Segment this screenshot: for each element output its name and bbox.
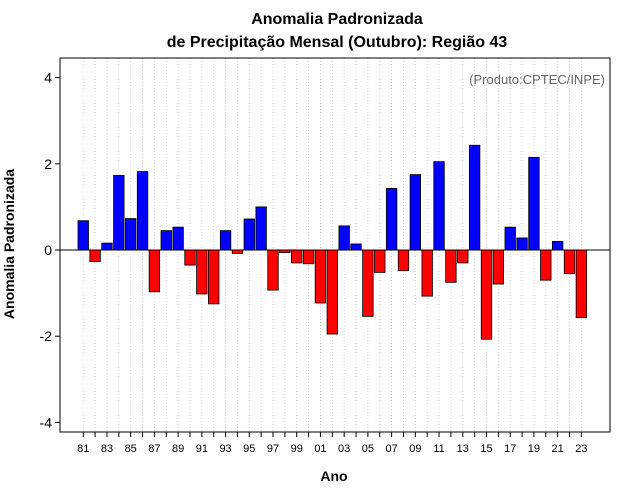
y-tick-label: 2 — [44, 156, 52, 172]
chart-subtitle: de Precipitação Mensal (Outubro): Região… — [167, 34, 508, 51]
bar-90 — [184, 249, 196, 266]
bar-07 — [385, 187, 398, 251]
bar-86 — [136, 171, 149, 251]
bar-10 — [421, 249, 433, 297]
x-tick-label: 85 — [125, 443, 137, 455]
bar-84 — [113, 175, 125, 251]
bar-16 — [492, 249, 505, 285]
bar-83 — [101, 242, 113, 251]
bar-17 — [504, 226, 516, 251]
bar-01 — [314, 249, 327, 304]
bar-23 — [575, 249, 588, 319]
x-tick-label: 03 — [338, 443, 350, 455]
x-tick-label: 13 — [457, 443, 469, 455]
x-tick-label: 91 — [196, 443, 208, 455]
x-tick-label: 01 — [314, 443, 326, 455]
plot-frame — [59, 57, 611, 433]
bar-08 — [397, 249, 410, 272]
y-axis-label: Anomalia Padronizada — [1, 169, 17, 319]
bar-98 — [279, 249, 291, 253]
credit-label: (Produto:CPTEC/INPE) — [469, 72, 605, 87]
bar-82 — [89, 249, 101, 263]
bar-13 — [457, 249, 469, 264]
x-tick-label: 11 — [433, 443, 444, 455]
bar-22 — [563, 249, 576, 275]
x-tick-label: 97 — [267, 443, 279, 455]
bar-05 — [362, 249, 374, 317]
bar-99 — [291, 249, 303, 264]
bar-96 — [255, 206, 267, 251]
x-tick-label: 09 — [409, 443, 421, 455]
x-axis: 81 83 85 87 89 91 93 95 97 99 01 03 05 07 09 11 13 15 17 19… — [77, 432, 587, 455]
bar-04 — [350, 243, 362, 251]
x-tick-label: 19 — [528, 443, 540, 455]
x-tick-label: 83 — [101, 443, 113, 455]
y-tick-label: 0 — [44, 242, 52, 258]
x-tick-label: 15 — [480, 443, 492, 455]
bar-19 — [528, 156, 540, 251]
bar-20 — [540, 249, 552, 281]
x-tick-label: 17 — [504, 443, 516, 455]
x-tick-label: 05 — [362, 443, 374, 455]
bar-09 — [409, 174, 421, 251]
bar-94 — [231, 249, 244, 254]
bar-11 — [433, 161, 445, 251]
bar-18 — [516, 237, 528, 251]
bar-95 — [243, 218, 255, 251]
x-tick-label: 95 — [243, 443, 255, 455]
bar-81 — [77, 220, 89, 251]
x-tick-label: 87 — [148, 443, 160, 455]
x-tick-label: 81 — [77, 443, 89, 455]
x-tick-label: 99 — [291, 443, 303, 455]
bar-03 — [338, 225, 350, 251]
bar-21 — [552, 240, 564, 251]
bar-14 — [468, 144, 481, 251]
bar-93 — [219, 230, 232, 251]
bar-02 — [326, 249, 338, 335]
bar-92 — [208, 249, 220, 305]
bar-88 — [160, 230, 172, 251]
bar-89 — [172, 226, 184, 251]
chart-title: Anomalia Padronizada — [251, 11, 423, 28]
x-axis-label: Ano — [320, 468, 347, 484]
bar-15 — [480, 249, 493, 340]
bars — [77, 144, 588, 340]
bar-85 — [125, 218, 137, 251]
bar-00 — [302, 249, 315, 265]
x-tick-label: 23 — [575, 443, 587, 455]
bar-91 — [196, 249, 208, 295]
bar-12 — [445, 249, 457, 283]
x-tick-label: 89 — [172, 443, 184, 455]
y-tick-label: -4 — [40, 414, 53, 430]
y-axis: -4 -2 0 2 4 — [40, 70, 60, 430]
x-tick-label: 93 — [219, 443, 231, 455]
bar-97 — [267, 249, 279, 291]
x-tick-label: 21 — [552, 443, 564, 455]
x-tick-label: 07 — [385, 443, 397, 455]
y-tick-label: -2 — [40, 328, 53, 344]
bar-87 — [148, 249, 161, 293]
bar-06 — [374, 249, 386, 273]
y-tick-label: 4 — [44, 70, 52, 86]
